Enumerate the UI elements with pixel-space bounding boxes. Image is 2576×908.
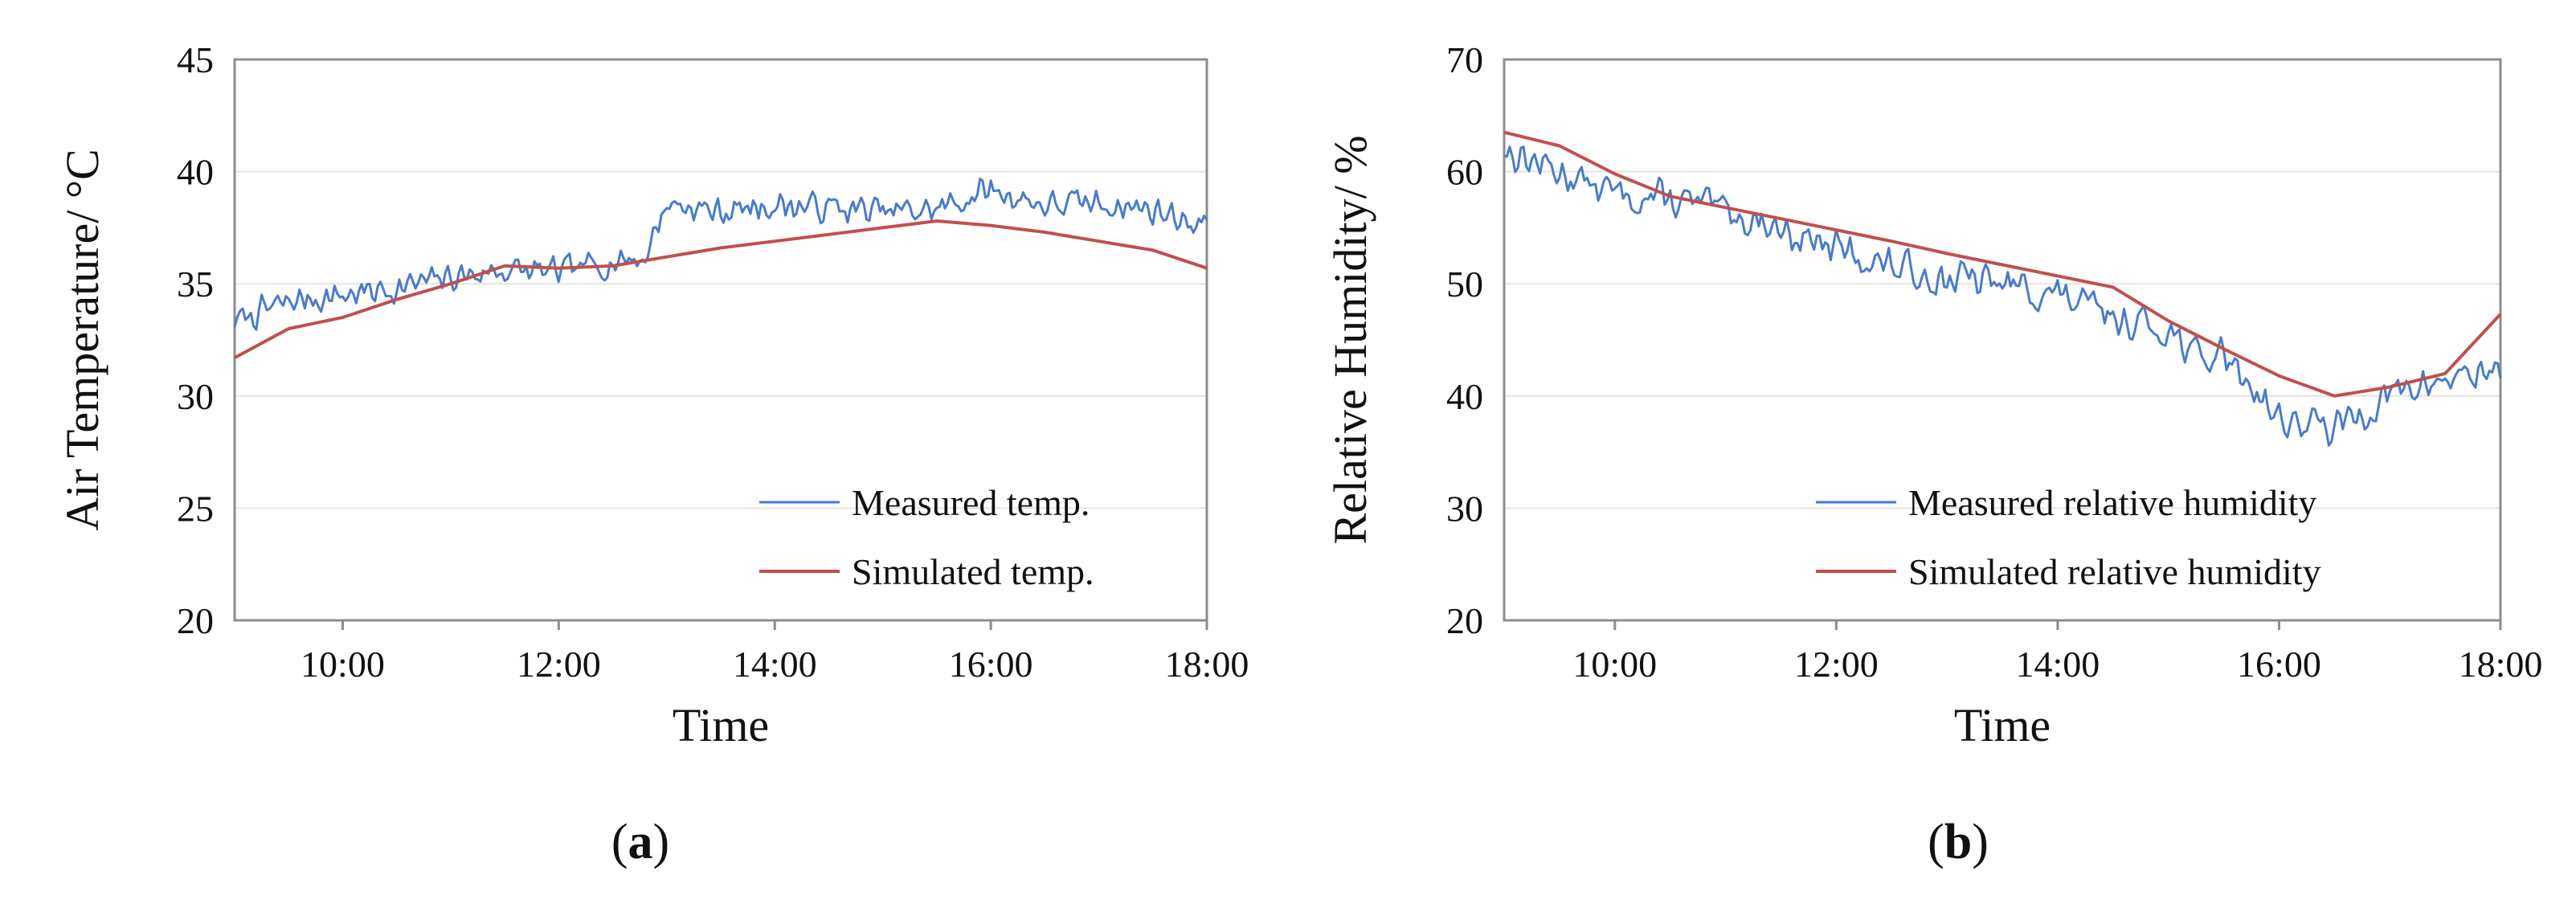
legend-label-simulated: Simulated relative humidity: [1908, 551, 2321, 592]
x-tick-label: 16:00: [949, 644, 1033, 685]
y-tick-label: 20: [1446, 600, 1483, 641]
y-tick-label: 30: [1446, 488, 1483, 529]
chart-panel-b: 20 30 40 50 60 70 10:00 12:00 14:00 16:00 18:00 Tim…: [1324, 39, 2542, 751]
legend-label-simulated: Simulated temp.: [852, 551, 1094, 592]
x-tick-label: 18:00: [1165, 644, 1249, 685]
legend: Measured relative humidity Simulated rela…: [1816, 482, 2321, 592]
y-axis-title: Air Temperature/ °C: [56, 149, 108, 530]
y-axis-title: Relative Humidity/ %: [1324, 135, 1376, 544]
x-tick-label: 12:00: [517, 644, 601, 685]
legend-label-measured: Measured relative humidity: [1908, 482, 2316, 523]
y-tick-label: 30: [177, 376, 214, 417]
y-tick-label: 50: [1446, 264, 1483, 305]
x-tick-label: 14:00: [2015, 644, 2100, 685]
plot-frame: [1503, 58, 2502, 622]
y-tick-label: 45: [177, 39, 214, 80]
x-axis-title: Time: [673, 699, 769, 751]
y-tick-label: 35: [177, 264, 214, 305]
y-tick-label: 70: [1446, 39, 1483, 80]
y-tick-label: 20: [177, 600, 214, 641]
simulated-series-line: [234, 219, 1208, 360]
panel-label: (b): [1928, 815, 1989, 869]
x-tick-label: 14:00: [733, 644, 817, 685]
x-tick-label: 12:00: [1794, 644, 1879, 685]
plot-frame: [233, 58, 1208, 622]
panel-label: (a): [611, 815, 669, 869]
x-axis-title: Time: [1954, 699, 2051, 751]
measured-series-line: [233, 178, 1208, 331]
x-tick-label: 10:00: [1572, 644, 1657, 685]
chart-panel-a: 20 25 30 35 40 45 10:00 12:00 14:00 16:00 18:00 Tim…: [56, 39, 1249, 751]
legend: Measured temp. Simulated temp.: [759, 482, 1094, 592]
legend-label-measured: Measured temp.: [852, 482, 1090, 523]
x-tick-label: 10:00: [301, 644, 385, 685]
y-tick-label: 40: [1446, 376, 1483, 417]
x-tick-label: 18:00: [2459, 644, 2543, 685]
measured-series-line: [1503, 145, 2502, 447]
simulated-series-line: [1503, 130, 2502, 398]
y-tick-label: 25: [177, 488, 214, 529]
x-tick-label: 16:00: [2237, 644, 2321, 685]
y-tick-label: 60: [1446, 152, 1483, 193]
y-tick-label: 40: [177, 152, 214, 193]
